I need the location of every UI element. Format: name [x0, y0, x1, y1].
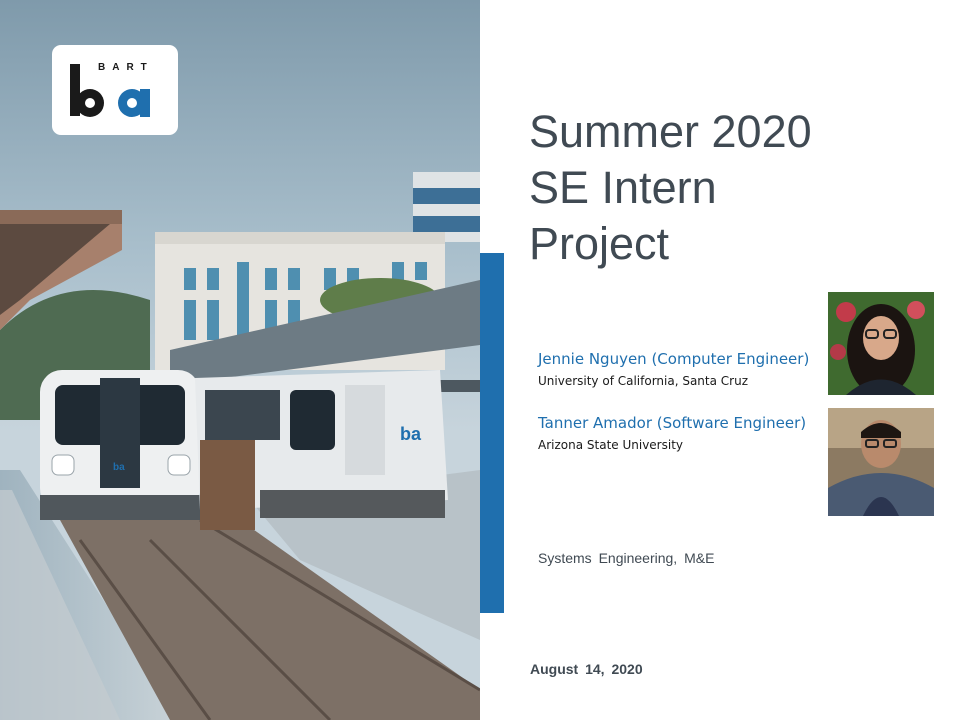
- department-label: Systems Engineering, M&E: [538, 550, 715, 566]
- svg-text:ba: ba: [113, 462, 125, 473]
- accent-bar: [480, 253, 504, 613]
- person-school: University of California, Santa Cruz: [538, 374, 749, 388]
- headshot-photo: [828, 408, 934, 516]
- person-name: Tanner Amador (Software Engineer): [538, 414, 807, 432]
- person-name: Jennie Nguyen (Computer Engineer): [538, 350, 810, 368]
- title-line: Summer 2020: [529, 106, 812, 157]
- person-school: Arizona State University: [538, 438, 684, 452]
- slide-title: Summer 2020 SE Intern Project: [529, 104, 812, 272]
- bart-logo: [52, 45, 178, 135]
- title-line: SE Intern: [529, 162, 717, 213]
- headshot-photo: [828, 292, 934, 395]
- svg-text:ba: ba: [400, 424, 422, 444]
- title-line: Project: [529, 218, 670, 269]
- bart-wordmark: BART: [98, 62, 154, 73]
- train-station-photo: ba ba: [0, 0, 480, 720]
- presentation-date: August 14, 2020: [530, 661, 643, 677]
- bart-logo-icon: [70, 64, 150, 117]
